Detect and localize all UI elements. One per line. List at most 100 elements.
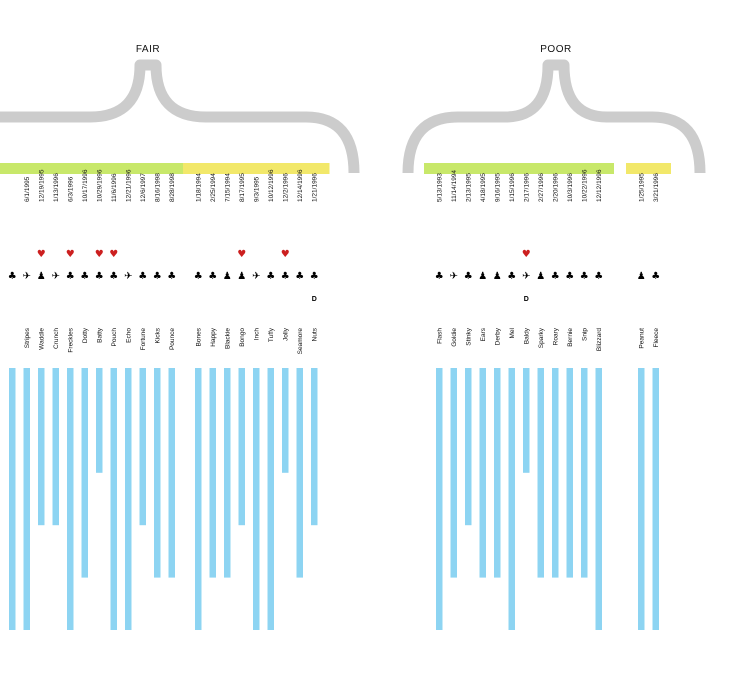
name-label: Snip [581, 328, 588, 341]
yellow-band [183, 163, 330, 174]
bear-icon: ♣ [435, 271, 444, 282]
penguin-icon: ♟ [478, 271, 487, 282]
date-label: 1/13/1996 [53, 173, 60, 202]
date-label: 10/22/1996 [581, 169, 588, 202]
name-label: Stripes [24, 327, 31, 348]
date-label: 12/6/1997 [140, 173, 147, 202]
value-bar [465, 368, 472, 526]
value-bar [552, 368, 559, 578]
bear-icon: ♣ [194, 271, 203, 282]
value-bar [81, 368, 88, 578]
value-bar [595, 368, 602, 630]
name-label: Roary [552, 327, 559, 345]
bear-icon: ♣ [109, 271, 118, 282]
group-title-fair: FAIR [136, 44, 160, 55]
bear-icon: ♣ [153, 271, 162, 282]
value-bar [479, 368, 486, 578]
name-label: Sparky [538, 327, 545, 348]
date-label: 6/1/1995 [24, 176, 31, 202]
bear-icon: ♣ [295, 271, 304, 282]
bird-icon: ✈ [522, 271, 530, 282]
date-label: 2/27/1996 [538, 173, 545, 202]
bear-icon: ♣ [208, 271, 217, 282]
bear-icon: ♣ [167, 271, 176, 282]
date-label: 9/16/1995 [494, 173, 501, 202]
bird-icon: ✈ [450, 271, 458, 282]
penguin-icon: ♟ [37, 271, 46, 282]
value-bar [638, 368, 645, 630]
value-bar [450, 368, 457, 578]
bear-icon: ♣ [464, 271, 473, 282]
date-label: 5/13/1993 [436, 173, 443, 202]
value-bar [581, 368, 588, 578]
date-label: 10/12/1996 [268, 169, 275, 202]
date-label: 8/17/1995 [239, 173, 246, 202]
date-label: 12/14/1996 [297, 169, 304, 202]
value-bar [52, 368, 59, 526]
name-label: Baldy [523, 327, 530, 344]
date-label: 2/25/1994 [210, 173, 217, 202]
name-label: Inch [253, 328, 260, 341]
heart-icon: ♥ [281, 249, 290, 260]
bear-icon: ♣ [266, 271, 275, 282]
bear-icon: ♣ [565, 271, 574, 282]
name-label: Bones [195, 327, 202, 346]
value-bar [154, 368, 161, 578]
green-band [424, 163, 614, 174]
heart-icon: ♥ [37, 249, 46, 260]
name-label: Stinky [465, 327, 472, 345]
value-bar [139, 368, 146, 526]
value-bar [110, 368, 117, 630]
bear-icon: ♣ [651, 271, 660, 282]
name-label: Goldie [451, 328, 458, 347]
value-bar [523, 368, 530, 473]
value-bar [537, 368, 544, 578]
bird-icon: ✈ [23, 271, 31, 282]
value-bar [9, 368, 16, 630]
name-label: Flash [436, 328, 443, 344]
date-label: 2/17/1996 [523, 173, 530, 202]
group-brace-1 [402, 59, 706, 174]
value-bar [125, 368, 132, 630]
date-label: 12/2/1996 [282, 173, 289, 202]
heart-icon: ♥ [109, 249, 118, 260]
name-label: Echo [125, 328, 132, 343]
group-title-poor: POOR [540, 44, 571, 55]
date-label: 4/18/1995 [480, 173, 487, 202]
heart-icon: ♥ [95, 249, 104, 260]
value-bar [508, 368, 515, 630]
date-label: 2/13/1995 [465, 173, 472, 202]
bird-icon: ✈ [252, 271, 260, 282]
date-label: 7/15/1994 [224, 173, 231, 202]
name-label: Batty [96, 327, 103, 343]
date-label: 1/18/1994 [195, 173, 202, 202]
value-bar [253, 368, 260, 630]
value-bar [238, 368, 245, 526]
green-band [0, 163, 187, 174]
bear-icon: ♣ [580, 271, 589, 282]
name-label: Crunch [53, 328, 60, 349]
date-label: 1/21/1996 [311, 173, 318, 202]
group-brace-0 [0, 59, 360, 174]
value-bar [282, 368, 289, 473]
name-label: Kicks [154, 327, 161, 343]
bird-icon: ✈ [124, 271, 132, 282]
value-bar [23, 368, 30, 630]
bear-icon: ♣ [551, 271, 560, 282]
date-label: 8/28/1998 [169, 173, 176, 202]
name-label: Dotty [82, 327, 89, 343]
item-columns: ♣ 6/1/1995 ✈ Stripes 12/19/1995 ♥ ♟ Waddle 1/13/… [8, 169, 660, 630]
name-label: Waddle [38, 328, 45, 350]
penguin-icon: ♟ [223, 271, 232, 282]
value-bar [652, 368, 659, 630]
name-label: Freckles [67, 327, 74, 352]
heart-icon: ♥ [237, 249, 246, 260]
bear-icon: ♣ [80, 271, 89, 282]
bear-icon: ♣ [507, 271, 516, 282]
date-label: 9/3/1995 [253, 176, 260, 202]
name-label: Fleece [653, 328, 660, 348]
value-bar [494, 368, 501, 578]
heart-icon: ♥ [66, 249, 75, 260]
name-label: Jolly [282, 327, 289, 341]
